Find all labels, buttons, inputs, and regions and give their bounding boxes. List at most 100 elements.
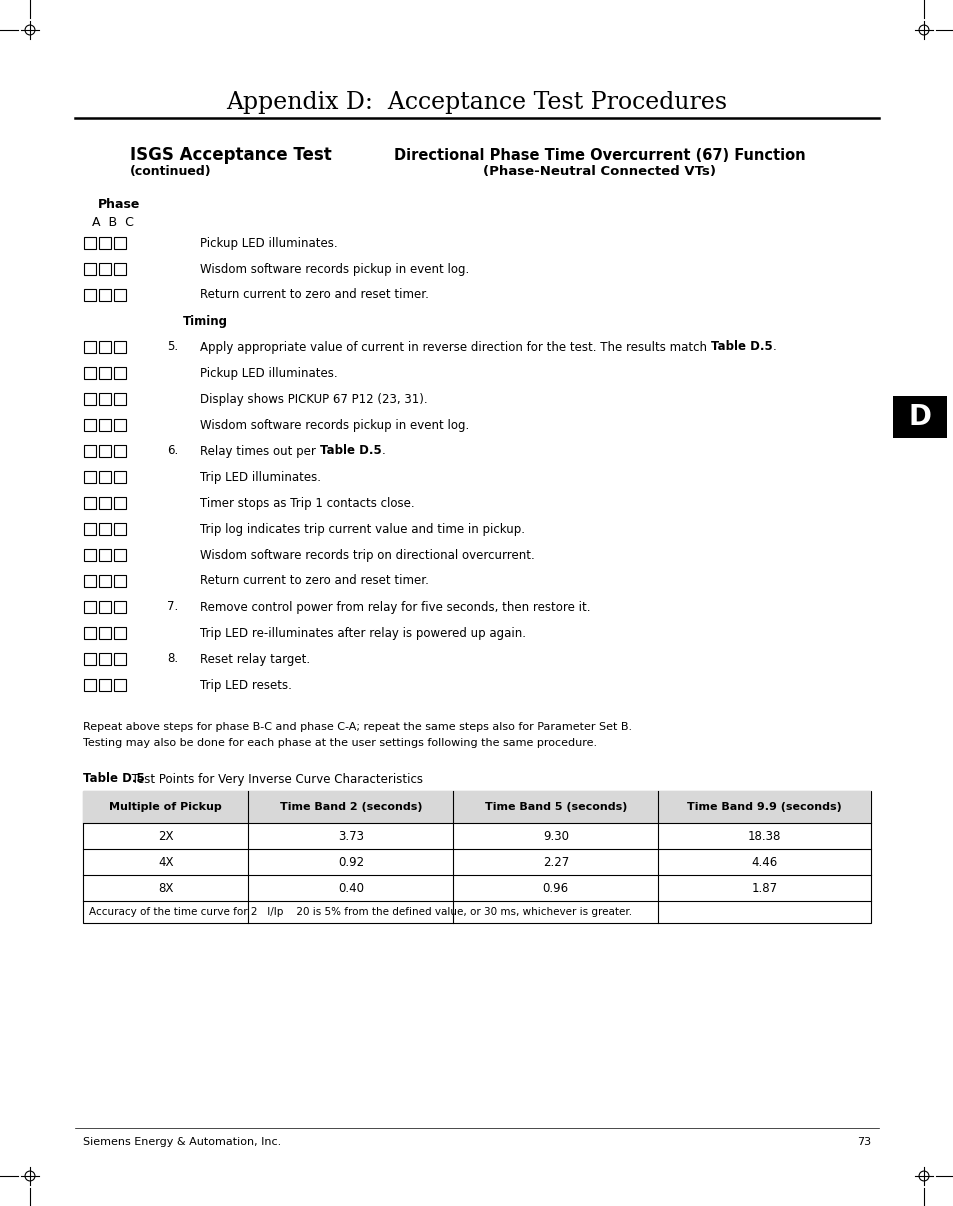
Bar — [113, 445, 126, 457]
Text: Trip LED re-illuminates after relay is powered up again.: Trip LED re-illuminates after relay is p… — [200, 626, 525, 639]
Bar — [113, 238, 126, 248]
Text: Time Band 2 (seconds): Time Band 2 (seconds) — [279, 802, 422, 812]
Bar — [84, 238, 96, 248]
Bar — [84, 367, 96, 379]
Text: ISGS Acceptance Test: ISGS Acceptance Test — [130, 146, 332, 164]
Bar — [84, 418, 96, 431]
Text: D: D — [907, 403, 930, 431]
Bar — [99, 523, 111, 535]
Text: Apply appropriate value of current in reverse direction for the test. The result: Apply appropriate value of current in re… — [200, 340, 710, 353]
Text: Phase: Phase — [98, 199, 140, 211]
Bar — [84, 341, 96, 353]
Text: Wisdom software records pickup in event log.: Wisdom software records pickup in event … — [200, 263, 469, 275]
Bar — [84, 263, 96, 275]
Text: Trip LED illuminates.: Trip LED illuminates. — [200, 470, 320, 484]
Text: Directional Phase Time Overcurrent (67) Function: Directional Phase Time Overcurrent (67) … — [394, 147, 805, 163]
Text: Trip log indicates trip current value and time in pickup.: Trip log indicates trip current value an… — [200, 522, 524, 535]
Text: Multiple of Pickup: Multiple of Pickup — [110, 802, 222, 812]
Bar — [113, 549, 126, 561]
Text: A  B  C: A B C — [91, 216, 133, 228]
Bar — [99, 575, 111, 587]
Bar — [84, 289, 96, 302]
Bar — [892, 396, 946, 438]
Text: Table D.5: Table D.5 — [83, 773, 145, 785]
Bar — [84, 497, 96, 509]
Text: 7.: 7. — [167, 601, 178, 614]
Bar — [84, 549, 96, 561]
Text: Test Points for Very Inverse Curve Characteristics: Test Points for Very Inverse Curve Chara… — [128, 773, 422, 785]
Bar — [113, 263, 126, 275]
Bar — [84, 601, 96, 613]
Bar — [113, 289, 126, 302]
Text: Appendix D:  Acceptance Test Procedures: Appendix D: Acceptance Test Procedures — [226, 92, 727, 115]
Text: Timer stops as Trip 1 contacts close.: Timer stops as Trip 1 contacts close. — [200, 497, 415, 509]
Text: Trip LED resets.: Trip LED resets. — [200, 679, 292, 691]
Text: 0.96: 0.96 — [542, 882, 568, 895]
Text: 5.: 5. — [167, 340, 178, 353]
Bar — [99, 472, 111, 482]
Text: Accuracy of the time curve for 2   I/Ip    20 is 5% from the defined value, or 3: Accuracy of the time curve for 2 I/Ip 20… — [89, 907, 632, 917]
Text: 73: 73 — [856, 1137, 870, 1147]
Text: Return current to zero and reset timer.: Return current to zero and reset timer. — [200, 288, 429, 302]
Bar — [99, 445, 111, 457]
Bar — [84, 393, 96, 405]
Text: Table D.5: Table D.5 — [710, 340, 772, 353]
Bar — [99, 627, 111, 639]
Text: Siemens Energy & Automation, Inc.: Siemens Energy & Automation, Inc. — [83, 1137, 281, 1147]
Bar — [99, 263, 111, 275]
Bar — [99, 341, 111, 353]
Bar — [99, 679, 111, 691]
Bar — [113, 652, 126, 665]
Text: Timing: Timing — [183, 315, 228, 328]
Bar — [99, 393, 111, 405]
Text: (Phase-Neutral Connected VTs): (Phase-Neutral Connected VTs) — [483, 164, 716, 177]
Bar — [113, 575, 126, 587]
Text: 2.27: 2.27 — [542, 855, 568, 868]
Text: 0.92: 0.92 — [337, 855, 364, 868]
Bar — [113, 367, 126, 379]
Text: 1.87: 1.87 — [751, 882, 777, 895]
Text: 8X: 8X — [158, 882, 173, 895]
Text: .: . — [772, 340, 776, 353]
Text: 8.: 8. — [167, 652, 178, 666]
Text: 0.40: 0.40 — [337, 882, 363, 895]
Text: 4.46: 4.46 — [751, 855, 777, 868]
Bar — [113, 601, 126, 613]
Text: Table D.5: Table D.5 — [319, 445, 381, 457]
Text: 3.73: 3.73 — [337, 830, 363, 843]
Bar — [84, 472, 96, 482]
Text: Repeat above steps for phase B-C and phase C-A; repeat the same steps also for P: Repeat above steps for phase B-C and pha… — [83, 722, 632, 732]
Bar — [113, 393, 126, 405]
Text: 2X: 2X — [158, 830, 173, 843]
Bar — [99, 497, 111, 509]
Bar — [83, 791, 870, 822]
Bar — [99, 601, 111, 613]
Bar — [113, 627, 126, 639]
Bar — [99, 367, 111, 379]
Text: 6.: 6. — [167, 445, 178, 457]
Text: (continued): (continued) — [130, 165, 212, 178]
Text: Time Band 5 (seconds): Time Band 5 (seconds) — [484, 802, 626, 812]
Text: Remove control power from relay for five seconds, then restore it.: Remove control power from relay for five… — [200, 601, 590, 614]
Bar — [113, 418, 126, 431]
Bar — [99, 418, 111, 431]
Bar — [113, 472, 126, 482]
Bar — [113, 523, 126, 535]
Text: Wisdom software records trip on directional overcurrent.: Wisdom software records trip on directio… — [200, 549, 535, 562]
Text: Relay times out per: Relay times out per — [200, 445, 319, 457]
Bar — [84, 445, 96, 457]
Text: Reset relay target.: Reset relay target. — [200, 652, 310, 666]
Text: Testing may also be done for each phase at the user settings following the same : Testing may also be done for each phase … — [83, 738, 597, 748]
Bar — [113, 341, 126, 353]
Bar — [84, 523, 96, 535]
Bar — [99, 289, 111, 302]
Bar — [84, 575, 96, 587]
Text: .: . — [381, 445, 385, 457]
Bar — [99, 652, 111, 665]
Bar — [84, 652, 96, 665]
Text: 4X: 4X — [158, 855, 173, 868]
Bar — [113, 497, 126, 509]
Text: Wisdom software records pickup in event log.: Wisdom software records pickup in event … — [200, 418, 469, 432]
Text: Pickup LED illuminates.: Pickup LED illuminates. — [200, 236, 337, 250]
Bar — [99, 238, 111, 248]
